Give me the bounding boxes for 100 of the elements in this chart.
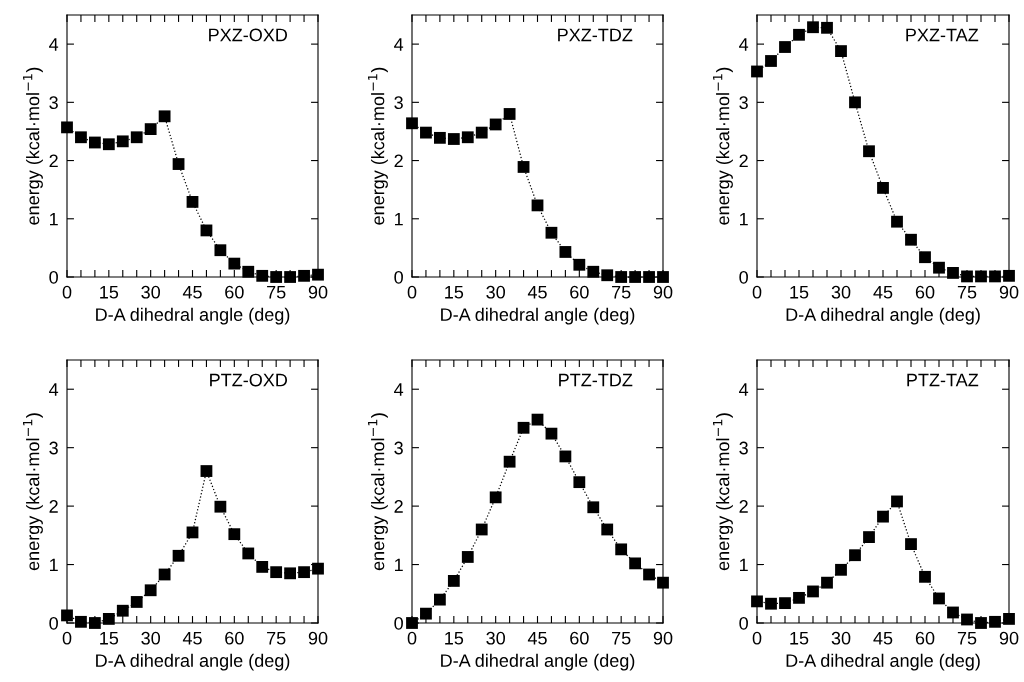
y-tick-label: 4: [49, 383, 59, 396]
point: [601, 523, 614, 536]
x-tick-label: 0: [62, 285, 72, 299]
y-axis-title: energy (kcal·mol$^{−1}$): [713, 413, 733, 571]
y-tick-label: 3: [49, 441, 58, 455]
point: [643, 271, 655, 283]
point: [975, 270, 987, 283]
point: [643, 568, 655, 581]
x-tick-label: 60: [915, 285, 935, 299]
y-axis-title: energy (kcal·mol$^{−1}$): [713, 67, 733, 225]
x-tick-label: 45: [873, 286, 893, 299]
point: [158, 110, 171, 123]
x-tick-label: 90: [999, 285, 1019, 299]
point: [270, 566, 283, 579]
point: [657, 576, 669, 589]
x-tick-label: 0: [407, 285, 417, 299]
point: [503, 455, 516, 468]
point: [298, 269, 310, 282]
point: [242, 265, 255, 278]
point: [793, 28, 805, 41]
x-tick-label: 60: [225, 631, 244, 645]
point: [905, 233, 917, 246]
point: [475, 126, 488, 139]
point: [835, 563, 847, 576]
point: [947, 606, 959, 619]
y-tick-label: 1: [740, 212, 748, 226]
point: [433, 131, 446, 144]
x-tick-label: 15: [790, 632, 809, 645]
point: [821, 21, 833, 34]
text: PTZ-TAZ: [907, 373, 979, 387]
point: [88, 617, 101, 629]
point: [629, 271, 642, 283]
point: [919, 570, 931, 583]
y-tick-label: 3: [739, 441, 748, 455]
x-tick-label: 60: [915, 631, 935, 645]
point: [615, 271, 628, 283]
text: PTZ-OXD: [210, 373, 288, 387]
point: [517, 421, 530, 434]
x-tick-label: 75: [267, 632, 286, 645]
point: [270, 271, 283, 283]
point: [420, 607, 432, 620]
point: [849, 549, 861, 562]
x-tick-label: 90: [653, 631, 673, 645]
point: [447, 133, 460, 145]
y-tick-label: 4: [394, 38, 404, 51]
point: [601, 269, 614, 282]
point: [587, 501, 600, 514]
point: [284, 567, 297, 580]
y-tick-label: 3: [739, 96, 748, 110]
point: [406, 117, 418, 130]
y-tick-label: 0: [49, 270, 58, 284]
y-tick-label: 1: [50, 212, 58, 226]
point: [863, 531, 875, 543]
point: [765, 597, 777, 610]
x-tick-label: 90: [653, 285, 673, 299]
x-tick-label: 75: [957, 286, 977, 299]
x-axis-title: D-A dihedral angle (deg): [96, 307, 290, 325]
point: [573, 476, 586, 489]
x-tick-label: 30: [141, 631, 160, 645]
point: [228, 257, 241, 270]
point: [779, 41, 791, 53]
x-tick-label: 90: [308, 285, 328, 299]
y-tick-label: 2: [394, 154, 403, 168]
point: [433, 593, 446, 606]
y-axis-title: energy (kcal·mol$^{−1}$): [368, 413, 388, 571]
x-tick-label: 90: [999, 631, 1019, 645]
x-tick-label: 75: [267, 286, 286, 299]
y-tick-label: 0: [739, 616, 748, 630]
point: [158, 568, 171, 581]
x-axis-title: D-A dihedral angle (deg): [441, 307, 635, 325]
x-tick-label: 45: [182, 286, 202, 299]
point: [312, 562, 324, 575]
point: [779, 597, 791, 610]
point: [765, 55, 777, 67]
y-tick-label: 4: [739, 38, 749, 51]
x-axis-title: D-A dihedral angle (deg): [441, 653, 635, 671]
point: [102, 138, 115, 151]
y-tick-label: 2: [394, 500, 403, 513]
text: PXZ-TDZ: [558, 28, 633, 42]
point: [116, 135, 129, 148]
point: [61, 121, 73, 134]
point: [807, 585, 819, 598]
point: [75, 131, 87, 144]
x-axis-title: D-A dihedral angle (deg): [96, 653, 290, 671]
point: [989, 270, 1001, 283]
point: [461, 551, 474, 563]
y-axis-title: energy (kcal·mol$^{−1}$): [23, 413, 43, 571]
y-tick-label: 4: [739, 383, 749, 396]
point: [891, 495, 903, 508]
point: [75, 615, 87, 628]
y-tick-label: 1: [50, 558, 58, 572]
point: [489, 118, 502, 131]
point: [821, 576, 833, 589]
point: [793, 591, 805, 604]
y-tick-label: 0: [739, 270, 748, 284]
y-tick-label: 2: [739, 154, 748, 168]
x-tick-label: 45: [527, 632, 547, 645]
point: [503, 108, 516, 120]
point: [256, 269, 269, 282]
point: [559, 246, 572, 258]
